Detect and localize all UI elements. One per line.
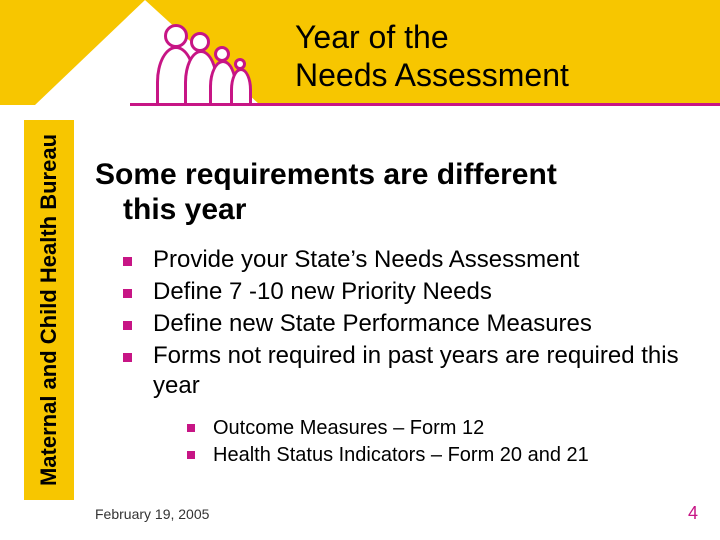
bullet-item: Forms not required in past years are req… — [123, 341, 695, 469]
sub-bullet-item: Outcome Measures – Form 12 — [187, 415, 695, 442]
content-area: Some requirements are different this yea… — [95, 158, 695, 471]
content-heading: Some requirements are different this yea… — [95, 158, 695, 227]
header-underline — [130, 103, 720, 106]
slide-title: Year of the Needs Assessment — [295, 18, 569, 95]
sidebar-label: Maternal and Child Health Bureau — [36, 134, 62, 486]
footer-date: February 19, 2005 — [95, 506, 209, 522]
bullet-item: Define new State Performance Measures — [123, 309, 695, 339]
bullet-list: Provide your State’s Needs Assessment De… — [123, 245, 695, 469]
bullet-text: Define 7 -10 new Priority Needs — [153, 278, 492, 305]
bullet-item: Provide your State’s Needs Assessment — [123, 245, 695, 275]
family-icon — [160, 18, 280, 108]
bullet-item: Define 7 -10 new Priority Needs — [123, 277, 695, 307]
bullet-text: Provide your State’s Needs Assessment — [153, 246, 579, 273]
slide: Year of the Needs Assessment Maternal an… — [0, 0, 720, 540]
title-line2: Needs Assessment — [295, 56, 569, 94]
sub-bullet-item: Health Status Indicators – Form 20 and 2… — [187, 442, 695, 469]
sub-bullet-text: Health Status Indicators – Form 20 and 2… — [213, 444, 589, 466]
heading-line2: this year — [123, 193, 695, 228]
bullet-text: Define new State Performance Measures — [153, 310, 592, 337]
sub-bullet-list: Outcome Measures – Form 12 Health Status… — [187, 415, 695, 469]
page-number: 4 — [688, 503, 698, 524]
sub-bullet-text: Outcome Measures – Form 12 — [213, 417, 484, 439]
bullet-text: Forms not required in past years are req… — [153, 342, 679, 399]
title-line1: Year of the — [295, 18, 569, 56]
sidebar: Maternal and Child Health Bureau — [24, 120, 74, 500]
heading-line1: Some requirements are different — [95, 158, 557, 191]
